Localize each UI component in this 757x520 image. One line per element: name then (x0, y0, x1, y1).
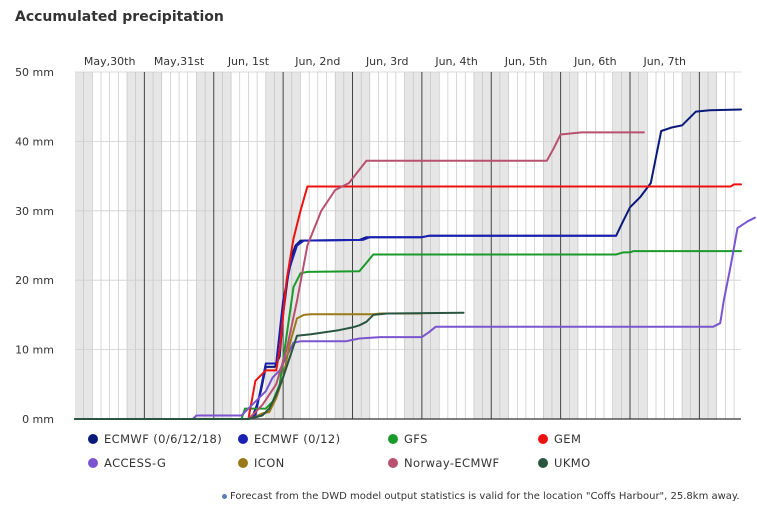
legend-dot-icon (238, 434, 248, 444)
y-tick-label: 20 mm (15, 274, 54, 287)
legend-label: ICON (254, 456, 285, 470)
legend-item[interactable]: GEM (538, 432, 581, 446)
date-label: Jun, 4th (434, 55, 477, 68)
legend-dot-icon (388, 434, 398, 444)
legend-label: GEM (554, 432, 582, 446)
legend-dot-icon (538, 434, 548, 444)
legend-label: ECMWF (0/6/12/18) (104, 432, 223, 446)
footnote: Forecast from the DWD model output stati… (222, 491, 740, 502)
legend-item[interactable]: ICON (238, 456, 285, 470)
y-tick-label: 0 mm (22, 413, 54, 426)
date-label: Jun, 3rd (365, 55, 409, 68)
date-label: May,30th (84, 55, 136, 68)
footnote-text: Forecast from the DWD model output stati… (230, 491, 740, 502)
chart-title: Accumulated precipitation (15, 9, 224, 25)
legend-label: ACCESS-G (104, 456, 167, 470)
date-label: Jun, 1st (227, 55, 270, 68)
date-label: Jun, 2nd (294, 55, 340, 68)
legend-item[interactable]: UKMO (538, 456, 591, 470)
legend-item[interactable]: GFS (388, 432, 428, 446)
footnote-bullet-icon (222, 493, 227, 499)
legend-label: Norway-ECMWF (404, 456, 500, 470)
date-label: Jun, 5th (504, 55, 547, 68)
legend-item[interactable]: Norway-ECMWF (388, 456, 500, 470)
y-tick-label: 50 mm (15, 66, 54, 79)
date-label: Jun, 6th (573, 55, 616, 68)
series-line-ecmwf-0-12- (74, 234, 618, 420)
legend-item[interactable]: ACCESS-G (88, 456, 166, 470)
legend-item[interactable]: ECMWF (0/12) (238, 432, 340, 446)
legend-label: GFS (404, 432, 428, 446)
chart-legend: ECMWF (0/6/12/18) ECMWF (0/12) GFS GEM ACCES… (88, 432, 688, 476)
y-tick-label: 30 mm (15, 205, 54, 218)
legend-label: ECMWF (0/12) (254, 432, 341, 446)
legend-dot-icon (88, 434, 98, 444)
series-line-access-g (74, 216, 756, 420)
legend-dot-icon (388, 458, 398, 468)
legend-item[interactable]: ECMWF (0/6/12/18) (88, 432, 222, 446)
series-line-gem (74, 183, 742, 420)
series-line-gfs (74, 250, 742, 420)
legend-dot-icon (238, 458, 248, 468)
series-line-ukmo (74, 311, 465, 420)
legend-dot-icon (88, 458, 98, 468)
precipitation-chart: 0 mm 10 mm 20 mm 30 mm 40 mm 50 mm May,30th May… (15, 55, 756, 426)
series-line-norway-ecmwf (74, 131, 645, 420)
date-label: May,31st (154, 55, 205, 68)
legend-dot-icon (538, 458, 548, 468)
legend-label: UKMO (554, 456, 591, 470)
y-tick-label: 40 mm (15, 135, 54, 148)
date-label: Jun, 7th (642, 55, 685, 68)
y-tick-label: 10 mm (15, 344, 54, 357)
